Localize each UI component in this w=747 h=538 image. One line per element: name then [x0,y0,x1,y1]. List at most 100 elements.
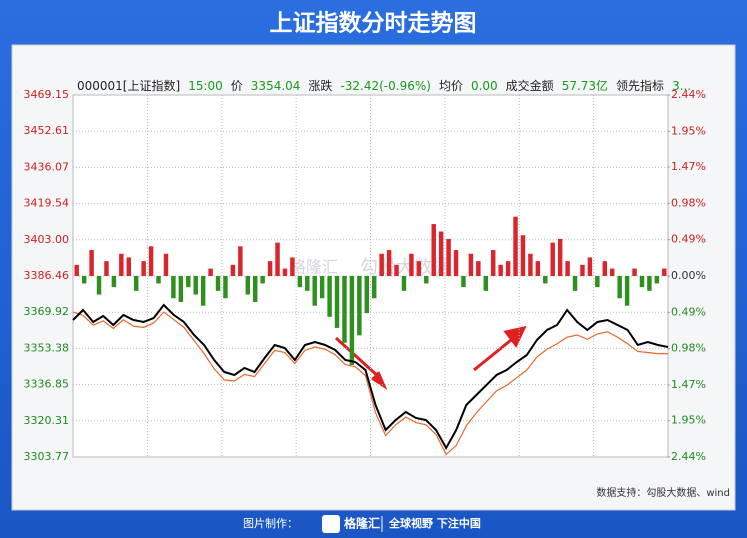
bar [424,276,429,284]
bar [639,276,645,288]
bar [379,253,384,276]
bar [364,276,370,314]
bar [200,276,206,306]
bar [438,231,444,276]
bar [260,276,265,284]
y-tick-label: 3336.85 [24,378,70,391]
y2-tick-label: 2.44% [671,88,706,101]
bar [223,276,228,299]
price-line [72,311,668,456]
info-item: 成交金额 [506,78,554,93]
y-tick-label: 3452.61 [24,124,70,137]
bar [319,276,325,299]
bar [141,261,146,276]
arrow-down [334,336,388,391]
bar [490,250,496,276]
bar [349,276,355,366]
y-tick-label: 3369.92 [24,305,70,318]
bar [662,268,667,276]
bar [483,276,489,291]
footer-label: 图片制作： [243,517,298,530]
info-item: 57.73亿 [562,78,608,93]
bar [126,257,132,276]
y2-tick-label: 1.95% [671,414,706,427]
bar [156,276,161,284]
bar [96,276,102,295]
info-item: 价 [231,79,243,93]
y-tick-label: 3386.46 [24,269,70,282]
bar [371,276,377,299]
bar [609,268,615,276]
bar [543,276,548,284]
bar [357,276,362,336]
y2-tick-label: 1.95% [671,124,706,137]
info-item: 均价 [439,79,463,93]
bar [386,250,392,276]
bar [111,276,117,288]
bar [416,261,422,276]
bar [505,261,511,276]
bar [431,224,436,276]
bar [186,276,191,288]
info-item: 3354.04 [251,79,301,93]
bar [327,276,332,317]
y2-tick-label: 0.49% [671,305,706,318]
bar [290,257,295,276]
watermark: 格隆汇 [290,258,338,277]
y2-tick-label: 1.47% [671,160,706,173]
bar [74,264,79,276]
bar [238,246,243,276]
info-item: -32.42(-0.96%) [340,79,431,93]
bar [535,261,541,276]
bar [81,276,87,284]
bar [245,276,251,295]
bar [394,264,399,276]
bar [617,276,622,299]
y2-tick-label: 0.98% [671,342,706,355]
bar [550,242,555,276]
bar [513,216,518,276]
bar [119,253,124,276]
source: 数据支持：勾股大数据、wind [596,486,730,499]
watermark: 勾股大数据 [360,257,450,278]
info-item: 000001[上证指数] [77,78,180,93]
bar [498,264,503,276]
bar [476,261,481,276]
y2-tick-label: 0.98% [671,196,706,209]
bar [305,276,310,291]
logo-icon [322,515,340,533]
y-tick-label: 3403.00 [24,233,70,246]
bar [409,253,414,276]
bar [267,261,273,276]
y-tick-label: 3469.15 [24,88,70,101]
y-tick-label: 3419.54 [24,197,70,210]
info-bar: 000001[上证指数] 15:00 价 3354.04 涨跌 -32.42(-0.96%… [77,78,691,93]
bar [565,261,570,276]
bar [580,264,585,276]
bar [215,276,221,291]
y-tick-label: 3320.31 [24,414,70,427]
bar [208,268,213,276]
bar [468,253,474,276]
bar [528,253,533,276]
bar [446,238,451,276]
bar [171,276,176,299]
bar [193,276,198,295]
info-item: 涨跌 [308,78,332,93]
y-tick-label: 3353.38 [24,341,70,354]
bar [230,264,236,276]
price-line [72,303,669,451]
bar [312,276,317,306]
bar [148,246,154,276]
bar [275,242,280,276]
arrow-up [473,325,527,372]
bar [334,276,340,328]
bar [632,268,637,276]
info-item: 3... [672,79,691,93]
y2-tick-label: 0.00% [671,269,706,282]
bar [595,276,600,288]
bar [252,276,258,302]
bar [89,250,94,276]
y-tick-label: 3303.77 [24,450,70,463]
